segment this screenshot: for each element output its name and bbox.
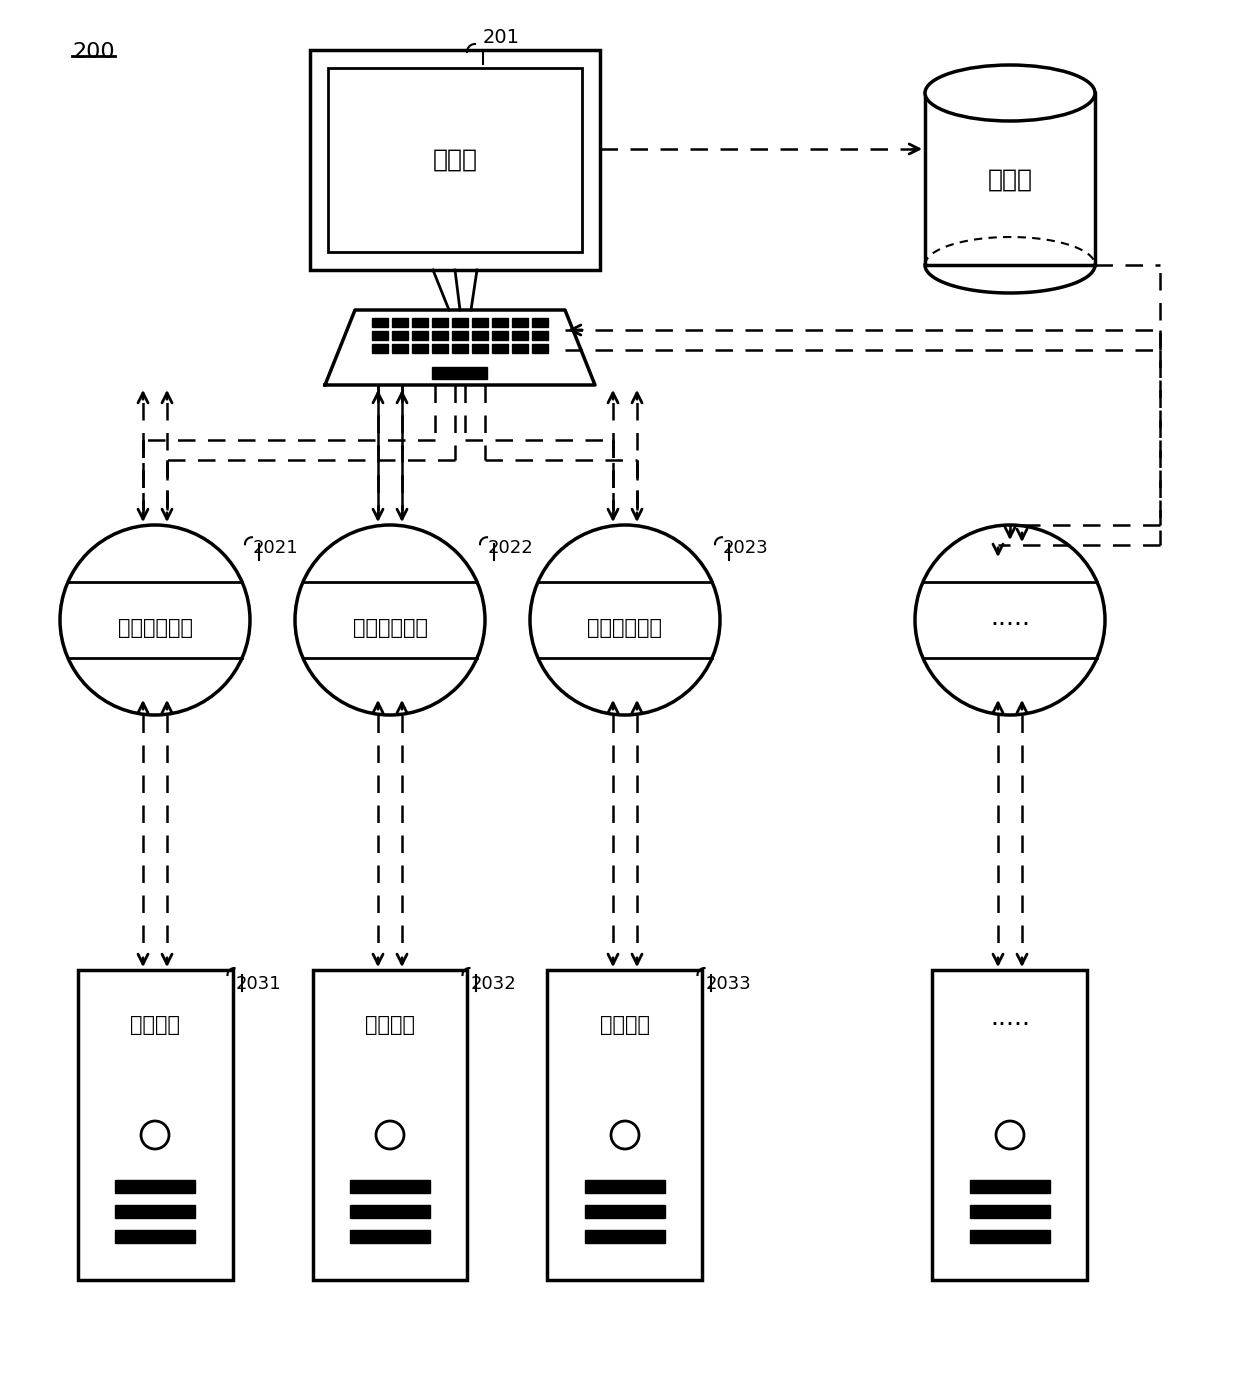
Text: ·····: ····· bbox=[990, 613, 1030, 637]
Bar bbox=[350, 1231, 430, 1243]
Text: 上位机: 上位机 bbox=[433, 147, 477, 172]
Bar bbox=[472, 344, 489, 353]
Bar bbox=[492, 318, 508, 327]
Bar bbox=[453, 331, 467, 340]
Text: 数据库: 数据库 bbox=[987, 168, 1033, 192]
Bar bbox=[412, 318, 428, 327]
Bar bbox=[372, 331, 388, 340]
Bar bbox=[392, 331, 408, 340]
Text: 2031: 2031 bbox=[236, 976, 281, 994]
Circle shape bbox=[295, 525, 485, 715]
Text: ·····: ····· bbox=[990, 1013, 1030, 1038]
Text: 终端设备: 终端设备 bbox=[600, 1016, 650, 1035]
Circle shape bbox=[60, 525, 250, 715]
Bar bbox=[492, 331, 508, 340]
Circle shape bbox=[915, 525, 1105, 715]
Bar bbox=[412, 331, 428, 340]
Bar bbox=[392, 318, 408, 327]
Circle shape bbox=[141, 1120, 169, 1149]
Bar bbox=[115, 1231, 195, 1243]
Circle shape bbox=[611, 1120, 639, 1149]
Bar bbox=[372, 344, 388, 353]
Bar bbox=[532, 344, 548, 353]
Bar bbox=[472, 318, 489, 327]
Bar bbox=[115, 1204, 195, 1218]
Bar bbox=[585, 1204, 665, 1218]
Bar bbox=[115, 1180, 195, 1193]
Text: 200: 200 bbox=[72, 41, 114, 62]
Ellipse shape bbox=[925, 65, 1095, 121]
Bar bbox=[970, 1180, 1050, 1193]
Bar bbox=[372, 318, 388, 327]
Bar bbox=[532, 331, 548, 340]
Bar bbox=[472, 331, 489, 340]
Bar bbox=[970, 1231, 1050, 1243]
Text: 2032: 2032 bbox=[470, 976, 516, 994]
Polygon shape bbox=[325, 310, 595, 384]
Text: 201: 201 bbox=[484, 28, 520, 47]
Text: 数据采集设备: 数据采集设备 bbox=[352, 617, 428, 638]
Bar bbox=[585, 1231, 665, 1243]
Circle shape bbox=[996, 1120, 1024, 1149]
Bar bbox=[512, 331, 528, 340]
Text: 终端设备: 终端设备 bbox=[130, 1016, 180, 1035]
Bar bbox=[453, 318, 467, 327]
Bar bbox=[970, 1204, 1050, 1218]
Bar bbox=[392, 344, 408, 353]
Text: 数据采集设备: 数据采集设备 bbox=[118, 617, 192, 638]
Bar bbox=[350, 1180, 430, 1193]
Bar bbox=[585, 1180, 665, 1193]
Bar bbox=[532, 318, 548, 327]
Bar bbox=[78, 970, 233, 1280]
Text: 2033: 2033 bbox=[706, 976, 751, 994]
Bar bbox=[453, 344, 467, 353]
Text: 2023: 2023 bbox=[723, 539, 769, 557]
Text: 2022: 2022 bbox=[489, 539, 533, 557]
Text: 2021: 2021 bbox=[253, 539, 299, 557]
Bar bbox=[512, 318, 528, 327]
Bar bbox=[932, 970, 1087, 1280]
Bar bbox=[433, 367, 487, 379]
Circle shape bbox=[376, 1120, 404, 1149]
Bar bbox=[492, 344, 508, 353]
Bar bbox=[432, 344, 448, 353]
Text: 数据采集设备: 数据采集设备 bbox=[588, 617, 662, 638]
Bar bbox=[412, 344, 428, 353]
Bar bbox=[310, 50, 600, 270]
Circle shape bbox=[529, 525, 720, 715]
Bar bbox=[312, 970, 467, 1280]
Bar bbox=[548, 970, 703, 1280]
Bar bbox=[432, 318, 448, 327]
Bar bbox=[432, 331, 448, 340]
Bar bbox=[329, 68, 582, 252]
Bar bbox=[925, 92, 1095, 265]
Bar bbox=[350, 1204, 430, 1218]
Bar bbox=[512, 344, 528, 353]
Text: 终端设备: 终端设备 bbox=[365, 1016, 415, 1035]
